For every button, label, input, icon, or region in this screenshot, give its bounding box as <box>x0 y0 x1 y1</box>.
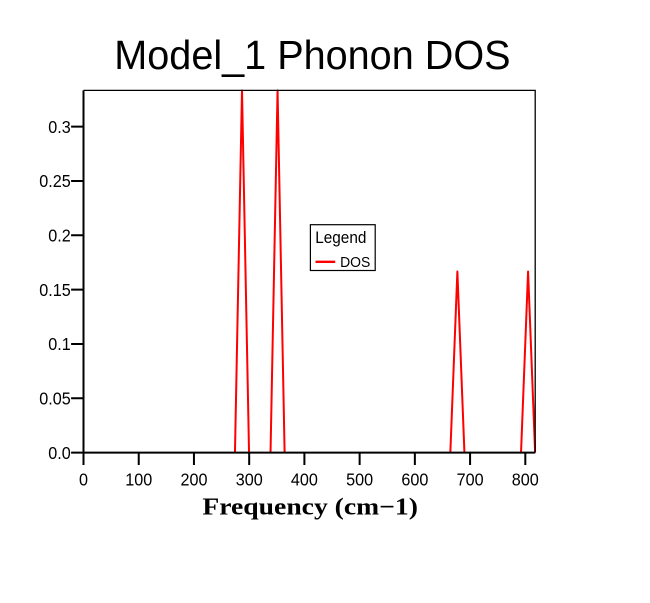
svg-text:400: 400 <box>291 470 318 490</box>
svg-text:100: 100 <box>125 470 152 490</box>
svg-text:Model_1 Phonon DOS: Model_1 Phonon DOS <box>114 34 510 78</box>
svg-text:0.3: 0.3 <box>48 117 70 137</box>
svg-text:0.15: 0.15 <box>39 280 70 300</box>
svg-text:Legend: Legend <box>315 230 366 248</box>
svg-text:600: 600 <box>401 470 428 490</box>
svg-text:Frequency (cm−1): Frequency (cm−1) <box>202 493 418 520</box>
svg-text:0: 0 <box>79 470 88 490</box>
svg-text:0.25: 0.25 <box>39 172 70 192</box>
svg-text:DOS: DOS <box>340 255 370 272</box>
svg-text:0.2: 0.2 <box>48 226 70 246</box>
svg-text:500: 500 <box>346 470 373 490</box>
svg-text:0.1: 0.1 <box>48 335 70 355</box>
svg-text:700: 700 <box>457 470 484 490</box>
svg-text:800: 800 <box>512 470 539 490</box>
svg-text:0.05: 0.05 <box>39 389 70 409</box>
svg-text:0.0: 0.0 <box>48 443 70 463</box>
svg-text:200: 200 <box>181 470 208 490</box>
svg-text:300: 300 <box>236 470 263 490</box>
